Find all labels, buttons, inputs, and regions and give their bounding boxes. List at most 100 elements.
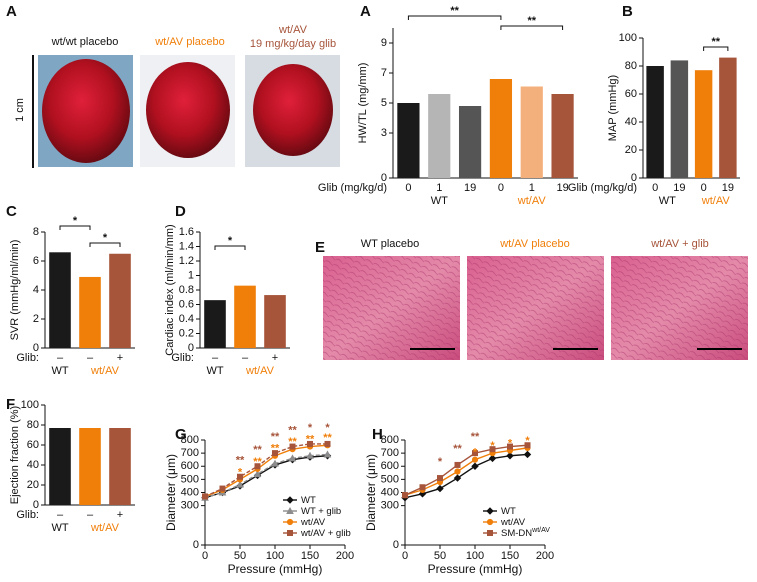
y-tick-label: 80: [27, 419, 39, 431]
y-tick-label: 0: [381, 172, 387, 184]
scale-label: 1 cm: [14, 98, 26, 122]
y-tick-label: 100: [619, 32, 637, 44]
y-tick-label: 800: [181, 434, 199, 446]
y-tick-label: 60: [625, 88, 637, 100]
marker: [419, 484, 426, 491]
significance-label: *: [473, 447, 478, 459]
x-axis-label: Glib:: [16, 509, 39, 521]
marker: [324, 440, 331, 447]
photo-caption: wt/AV placebo: [154, 36, 225, 48]
significance-label: **: [236, 455, 245, 467]
marker: [254, 463, 261, 470]
marker: [454, 461, 461, 468]
histology-caption: wt/AV placebo: [499, 238, 570, 250]
marker: [488, 454, 497, 463]
marker: [402, 492, 408, 499]
y-tick-label: 8: [33, 226, 39, 238]
x-tick-label: –: [87, 352, 94, 364]
legend-label: wt/AV: [500, 517, 526, 528]
x-tick-label: 150: [301, 550, 319, 562]
marker: [506, 452, 514, 460]
y-tick-label: 400: [181, 486, 199, 498]
bar: [109, 428, 131, 505]
heart: [146, 62, 230, 158]
x-tick-label: 0: [652, 182, 658, 194]
y-tick-label: 500: [381, 473, 399, 485]
y-tick-label: 0: [33, 342, 39, 354]
bar: [264, 295, 286, 348]
significance-label: *: [238, 466, 243, 478]
legend-marker: [486, 518, 494, 526]
y-tick-label: 0.2: [179, 327, 194, 339]
x-tick-label: +: [272, 352, 278, 364]
bar: [719, 57, 737, 178]
y-tick-label: 60: [27, 439, 39, 451]
y-tick-label: 0.6: [179, 298, 194, 310]
significance-label: **: [323, 432, 332, 444]
photo-caption: wt/wt placebo: [51, 36, 119, 48]
marker: [272, 450, 278, 457]
bar: [204, 300, 226, 348]
significance-bracket: [89, 242, 121, 247]
marker: [288, 454, 297, 462]
y-tick-label: 0: [33, 499, 39, 511]
x-tick-label: 0: [202, 550, 208, 562]
y-tick-label: 1.6: [179, 226, 194, 238]
x-tick-label: 0: [402, 550, 408, 562]
group-label: WT: [206, 365, 223, 377]
x-tick-label: –: [87, 509, 94, 521]
x-tick-label: 1: [529, 182, 535, 194]
marker: [271, 459, 279, 467]
legend-superscript: wt/AV: [531, 527, 550, 534]
bar: [49, 428, 71, 505]
x-tick-label: –: [57, 509, 64, 521]
bar: [551, 94, 574, 178]
x-tick-label: –: [57, 352, 64, 364]
group-label: WT: [51, 522, 68, 534]
marker: [471, 456, 479, 463]
y-tick-label: 700: [181, 447, 199, 459]
x-tick-label: 100: [266, 550, 284, 562]
marker: [323, 450, 332, 458]
panel-label: H: [372, 426, 383, 443]
legend-marker: [486, 507, 494, 515]
legend-name: WT + glib: [301, 506, 341, 517]
significance-bracket: [59, 225, 91, 230]
marker: [523, 450, 532, 459]
legend-marker: [286, 496, 294, 504]
x-axis-label: Glib (mg/kg/d): [318, 182, 387, 194]
significance-label: *: [508, 437, 513, 449]
panel-label: D: [175, 203, 186, 220]
histology-texture: [467, 256, 604, 360]
marker: [524, 442, 531, 449]
marker: [454, 468, 461, 475]
y-axis-label: Cardiac index (ml/min/mm): [164, 224, 176, 355]
legend-name: wt/AV: [500, 517, 526, 528]
legend-label: wt/AV: [300, 517, 326, 528]
x-axis-label: Glib (mg/kg/d): [568, 182, 637, 194]
significance-label: **: [253, 444, 262, 456]
legend-name: wt/AV + glib: [300, 528, 351, 539]
histology-caption: WT placebo: [361, 238, 420, 250]
legend-marker: [487, 530, 493, 536]
legend-label: SM-DNwt/AV: [501, 527, 550, 539]
y-tick-label: 100: [21, 399, 39, 411]
marker: [436, 484, 444, 493]
marker: [219, 485, 226, 492]
marker: [437, 475, 443, 482]
significance-label: **: [288, 436, 297, 448]
bar: [234, 285, 256, 348]
bar: [397, 103, 420, 178]
significance-label: *: [228, 235, 233, 247]
y-tick-label: 800: [381, 434, 399, 446]
legend-name: SM-DN: [501, 528, 532, 539]
significance-label: *: [438, 456, 443, 468]
significance-label: **: [306, 433, 315, 445]
significance-label: **: [450, 5, 459, 17]
significance-label: **: [271, 431, 280, 443]
group-label: WT: [659, 195, 676, 207]
panel-label: A: [6, 3, 17, 20]
marker: [307, 440, 313, 447]
y-tick-label: 20: [625, 144, 637, 156]
